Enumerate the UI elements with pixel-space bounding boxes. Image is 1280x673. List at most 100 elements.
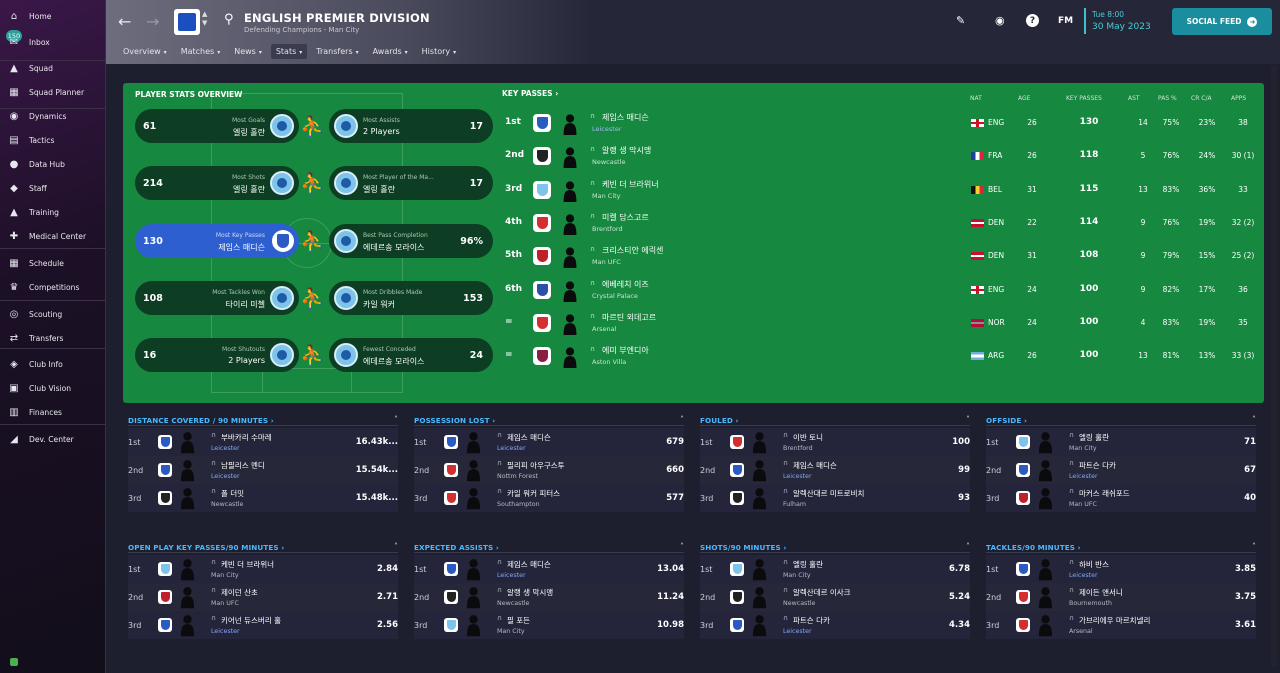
list-item[interactable]: 3rd ∩ 폴 더밋 Newcastle 15.48k...: [128, 484, 398, 512]
table-row[interactable]: = ∩ 에미 부엔디아 Aston Villa ARG 26 100 13 81% 13% 33 (…: [502, 340, 1259, 373]
sidebar-item-finances[interactable]: ▥ Finances: [0, 402, 106, 422]
column-header-pas-[interactable]: PAS %: [1158, 95, 1177, 102]
sidebar-item-club-vision[interactable]: ▣ Club Vision: [0, 378, 106, 398]
edit-icon[interactable]: ✎: [956, 14, 966, 27]
column-header-nat[interactable]: NAT: [970, 95, 982, 102]
collapse-icon[interactable]: ˄: [966, 542, 970, 551]
collapse-icon[interactable]: ˄: [1252, 415, 1256, 424]
player-club[interactable]: Man UFC: [211, 600, 239, 607]
player-club[interactable]: Leicester: [783, 628, 812, 635]
player-club[interactable]: Newcastle: [783, 600, 816, 607]
player-club[interactable]: Newcastle: [592, 158, 626, 167]
player-name[interactable]: 알랭 생 막시맹: [602, 146, 652, 156]
tab-awards[interactable]: Awards ▾: [368, 44, 413, 59]
player-name[interactable]: 에미 부엔디아: [602, 346, 649, 356]
player-name[interactable]: 제임스 매디슨: [602, 113, 649, 122]
list-item[interactable]: 1st ∩ 케빈 더 브라위너 Man City 2.84: [128, 555, 398, 583]
table-row[interactable]: 4th ∩ 미켈 담스고르 Brentford DEN 22 114 9 76% 19% 32 (2…: [502, 207, 1259, 240]
sidebar-item-dev-center[interactable]: ◢ Dev. Center: [0, 429, 106, 449]
collapse-icon[interactable]: ˄: [966, 415, 970, 424]
player-name[interactable]: 이반 토니: [793, 433, 823, 442]
sidebar-item-competitions[interactable]: ♛ Competitions: [0, 277, 106, 297]
help-icon[interactable]: ?: [1026, 14, 1039, 27]
stat-pill-6[interactable]: 96% Best Pass Completion 에데르송 모라이스: [329, 224, 493, 258]
player-name[interactable]: 엘링 홀란: [793, 560, 823, 569]
player-name[interactable]: 필리피 아우구스투: [507, 461, 565, 470]
list-item[interactable]: 2nd ∩ 제이든 앤서니 Bournemouth 3.75: [986, 583, 1256, 611]
competition-switch-icon[interactable]: ▲ ▼: [202, 10, 208, 27]
sidebar-item-scouting[interactable]: ◎ Scouting: [0, 304, 106, 324]
player-club[interactable]: Brentford: [783, 445, 813, 452]
sidebar-item-inbox[interactable]: ✉ Inbox: [0, 32, 106, 52]
column-header-key-passes[interactable]: KEY PASSES: [1066, 95, 1102, 102]
list-item[interactable]: 1st ∩ 하비 반스 Leicester 3.85: [986, 555, 1256, 583]
list-item[interactable]: 3rd ∩ 알렉산대르 미트로비치 Fulham 93: [700, 484, 970, 512]
player-club[interactable]: Leicester: [1069, 572, 1098, 579]
player-name[interactable]: 알렉산대르 미트로비치: [793, 489, 865, 498]
player-name[interactable]: 제임스 매디슨: [793, 461, 837, 470]
sidebar-item-home[interactable]: ⌂ Home: [0, 6, 106, 26]
list-item[interactable]: 1st ∩ 엘링 홀란 Man City 6.78: [700, 555, 970, 583]
stat-block-title-link[interactable]: OPEN PLAY KEY PASSES/90 MINUTES ›: [128, 543, 284, 552]
stat-pill-7[interactable]: 108 Most Tackles Won 타이리 미첼: [135, 281, 299, 315]
sidebar-item-transfers[interactable]: ⇄ Transfers: [0, 328, 106, 348]
list-item[interactable]: 1st ∩ 제임스 매디슨 Leicester 13.04: [414, 555, 684, 583]
player-club[interactable]: Brentford: [592, 224, 623, 233]
collapse-icon[interactable]: ˄: [1252, 542, 1256, 551]
column-header-cr-c-a[interactable]: CR C/A: [1191, 95, 1212, 102]
stat-block-title-link[interactable]: FOULED ›: [700, 416, 739, 425]
player-name[interactable]: 제이든 앤서니: [1079, 588, 1123, 597]
tab-stats[interactable]: Stats ▾: [270, 44, 308, 59]
sidebar-item-medical-center[interactable]: ✚ Medical Center: [0, 226, 106, 246]
forward-arrow-icon[interactable]: →: [146, 12, 160, 31]
stat-block-title-link[interactable]: SHOTS/90 MINUTES ›: [700, 543, 786, 552]
player-name[interactable]: 알렉산데르 이사크: [793, 588, 851, 597]
list-item[interactable]: 3rd ∩ 키어넌 듀스버리 홀 Leicester 2.56: [128, 611, 398, 639]
player-club[interactable]: Man City: [592, 191, 621, 200]
search-icon[interactable]: ⚲: [224, 12, 234, 27]
player-club[interactable]: Leicester: [783, 473, 812, 480]
player-name[interactable]: 케빈 더 브라위너: [221, 560, 275, 569]
column-header-age[interactable]: AGE: [1018, 95, 1031, 102]
list-item[interactable]: 3rd ∩ 카일 워커 피터스 Southampton 577: [414, 484, 684, 512]
player-name[interactable]: 하비 반스: [1079, 560, 1109, 569]
list-item[interactable]: 1st ∩ 부바카리 수마레 Leicester 16.43k...: [128, 428, 398, 456]
collapse-icon[interactable]: ˄: [394, 542, 398, 551]
list-item[interactable]: 1st ∩ 이반 토니 Brentford 100: [700, 428, 970, 456]
tab-matches[interactable]: Matches ▾: [176, 44, 226, 59]
player-name[interactable]: 키어넌 듀스버리 홀: [221, 616, 281, 625]
scrollbar[interactable]: [1271, 66, 1277, 666]
player-club[interactable]: Man City: [211, 572, 239, 579]
stat-block-title-link[interactable]: EXPECTED ASSISTS ›: [414, 543, 499, 552]
collapse-icon[interactable]: ˄: [680, 415, 684, 424]
list-item[interactable]: 2nd ∩ 제임스 매디슨 Leicester 99: [700, 456, 970, 484]
player-club[interactable]: Arsenal: [592, 324, 617, 333]
column-header-ast[interactable]: AST: [1128, 95, 1140, 102]
table-row[interactable]: 3rd ∩ 케빈 더 브라위너 Man City BEL 31 115 13 83% 36% 33: [502, 174, 1259, 207]
date-time[interactable]: Tue 8:00: [1092, 10, 1125, 19]
back-arrow-icon[interactable]: ←: [118, 12, 132, 31]
sidebar-item-tactics[interactable]: ▤ Tactics: [0, 130, 106, 150]
player-club[interactable]: Fulham: [783, 501, 807, 508]
sidebar-item-data-hub[interactable]: ● Data Hub: [0, 154, 106, 174]
stat-block-title-link[interactable]: DISTANCE COVERED / 90 MINUTES ›: [128, 416, 274, 425]
tab-history[interactable]: History ▾: [417, 44, 461, 59]
tab-transfers[interactable]: Transfers ▾: [311, 44, 363, 59]
player-name[interactable]: 케빈 더 브라위너: [602, 179, 659, 189]
stat-pill-4[interactable]: 17 Most Player of the Ma... 엘링 홀란: [329, 166, 493, 200]
table-row[interactable]: 1st ∩ 제임스 매디슨 Leicester ENG 26 130 14 75% 23% 38: [502, 107, 1259, 140]
player-name[interactable]: 미켈 담스고르: [602, 212, 649, 222]
list-item[interactable]: 3rd ∩ 파트슨 다카 Leicester 4.34: [700, 611, 970, 639]
assistant-icon[interactable]: ◉: [995, 14, 1005, 27]
player-club[interactable]: Nottm Forest: [497, 473, 538, 480]
stat-pill-9[interactable]: 16 Most Shutouts 2 Players: [135, 338, 299, 372]
sidebar-item-schedule[interactable]: ▦ Schedule: [0, 253, 106, 273]
player-name[interactable]: 마커스 래쉬포드: [1079, 489, 1130, 498]
player-name[interactable]: 제이던 산초: [221, 588, 258, 597]
stat-block-title-link[interactable]: TACKLES/90 MINUTES ›: [986, 543, 1081, 552]
player-name[interactable]: 파트슨 다카: [793, 616, 830, 625]
list-item[interactable]: 3rd ∩ 가브리에우 마르치넬리 Arsenal 3.61: [986, 611, 1256, 639]
player-name[interactable]: 가브리에우 마르치넬리: [1079, 616, 1151, 625]
sidebar-item-training[interactable]: ▲ Training: [0, 202, 106, 222]
player-club[interactable]: Leicester: [497, 445, 526, 452]
